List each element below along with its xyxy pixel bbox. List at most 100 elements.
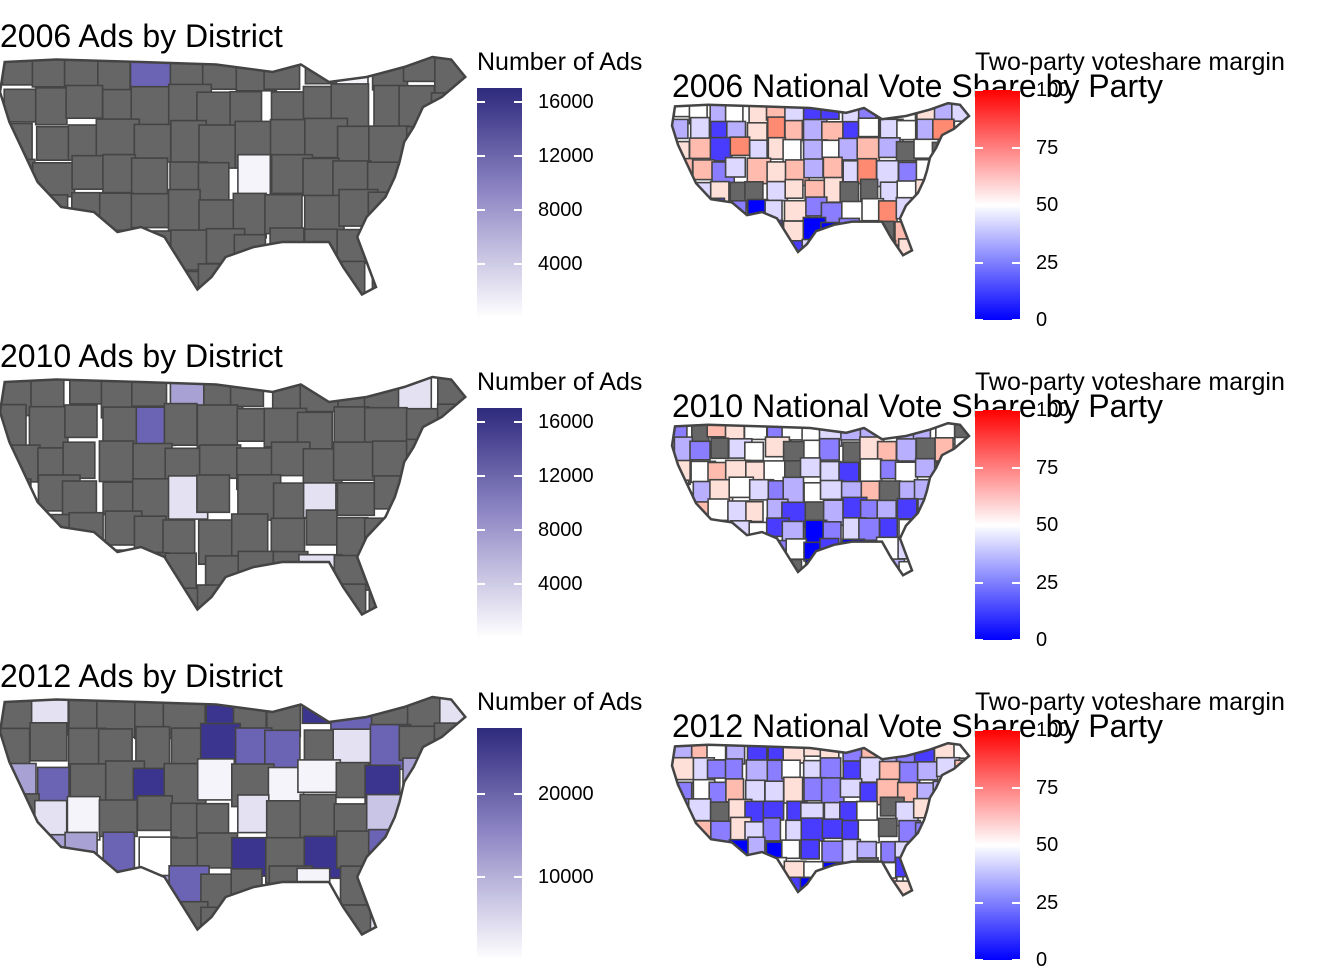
district-shape [822, 156, 843, 179]
district-shape [65, 589, 110, 615]
district-shape [399, 834, 442, 877]
district-shape [672, 239, 697, 256]
legend-tick-mark [1012, 89, 1020, 91]
district-shape [953, 177, 969, 198]
district-shape [404, 473, 449, 520]
district-shape [950, 560, 969, 576]
district-shape [200, 906, 241, 935]
district-shape [746, 121, 768, 143]
district-shape [33, 231, 74, 270]
district-shape [709, 221, 736, 243]
district-shape [931, 838, 958, 862]
district-shape [952, 218, 969, 241]
legend-tick-mark [1012, 786, 1020, 789]
legend-tick-mark [477, 262, 485, 265]
district-shape [934, 818, 954, 845]
district-shape [746, 217, 768, 243]
district-shape [952, 158, 969, 180]
district-shape [876, 239, 897, 256]
district-shape [953, 242, 969, 256]
district-shape [934, 158, 956, 178]
district-shape [434, 554, 466, 590]
legend-tick-mark [514, 208, 522, 211]
district-shape [129, 57, 175, 92]
ads-district-map [0, 55, 468, 297]
district-shape [706, 743, 727, 761]
vote-legend-title: Two-party voteshare margin [975, 368, 1285, 396]
district-shape [69, 266, 114, 295]
legend-tick-mark [975, 844, 983, 846]
district-shape [400, 162, 441, 199]
district-shape [935, 461, 958, 484]
district-shape [0, 549, 39, 589]
district-shape [0, 478, 32, 524]
district-shape [821, 840, 845, 866]
district-shape [951, 777, 969, 804]
district-shape [710, 556, 731, 576]
vote-share-map [670, 741, 971, 897]
district-shape [819, 241, 842, 256]
district-shape [917, 240, 939, 256]
district-shape [746, 877, 768, 896]
district-shape [198, 444, 242, 480]
district-shape [672, 118, 689, 140]
ads-map-title: 2010 Ads by District [0, 338, 283, 374]
district-shape [65, 867, 109, 904]
ads-colorbar [477, 408, 522, 638]
legend-tick-label: 16000 [538, 410, 594, 433]
district-shape [856, 221, 883, 244]
district-shape [688, 857, 710, 881]
district-shape [297, 759, 342, 794]
legend-tick-label: 0 [1036, 629, 1048, 651]
district-shape [271, 582, 305, 615]
district-shape [402, 901, 445, 935]
vote-legend-title: Two-party voteshare margin [975, 48, 1285, 76]
district-shape [199, 722, 242, 765]
legend-tick-label: 25 [1036, 571, 1059, 594]
district-shape [98, 799, 138, 838]
district-shape [724, 156, 747, 178]
district-shape [431, 865, 466, 910]
legend-tick-label: 50 [1036, 194, 1059, 216]
legend-tick-mark [477, 420, 485, 423]
district-shape [434, 759, 466, 801]
district-shape [34, 86, 68, 126]
district-shape [431, 479, 466, 517]
ads-legend-title: Number of Ads [477, 368, 643, 396]
legend-tick-mark [1012, 581, 1020, 584]
district-shape [709, 238, 730, 256]
district-shape [744, 556, 765, 576]
district-shape [931, 141, 955, 166]
district-shape [439, 161, 466, 202]
legend-tick-label: 100 [1036, 79, 1070, 101]
district-shape [745, 500, 764, 523]
district-shape [673, 858, 700, 885]
district-shape [709, 541, 734, 565]
legend-tick-mark [975, 639, 983, 641]
district-shape [916, 760, 939, 781]
district-shape [951, 517, 969, 541]
district-shape [29, 513, 75, 551]
district-shape [724, 758, 744, 782]
district-shape [104, 268, 147, 295]
district-shape [405, 125, 445, 174]
district-shape [672, 561, 689, 576]
district-shape [689, 539, 711, 564]
district-shape [432, 125, 466, 166]
district-shape [856, 136, 881, 162]
district-shape [917, 498, 941, 521]
district-shape [856, 559, 878, 576]
district-shape [198, 199, 240, 233]
legend-tick-mark [1012, 844, 1020, 846]
legend-tick-mark [975, 729, 983, 731]
legend-tick-mark [477, 208, 485, 211]
district-shape [689, 440, 711, 461]
district-shape [61, 546, 98, 587]
district-shape [933, 477, 956, 503]
district-shape [437, 906, 466, 935]
district-shape [65, 84, 104, 120]
district-shape [763, 559, 786, 576]
district-shape [332, 441, 376, 481]
district-shape [745, 759, 770, 782]
district-shape [31, 162, 76, 198]
